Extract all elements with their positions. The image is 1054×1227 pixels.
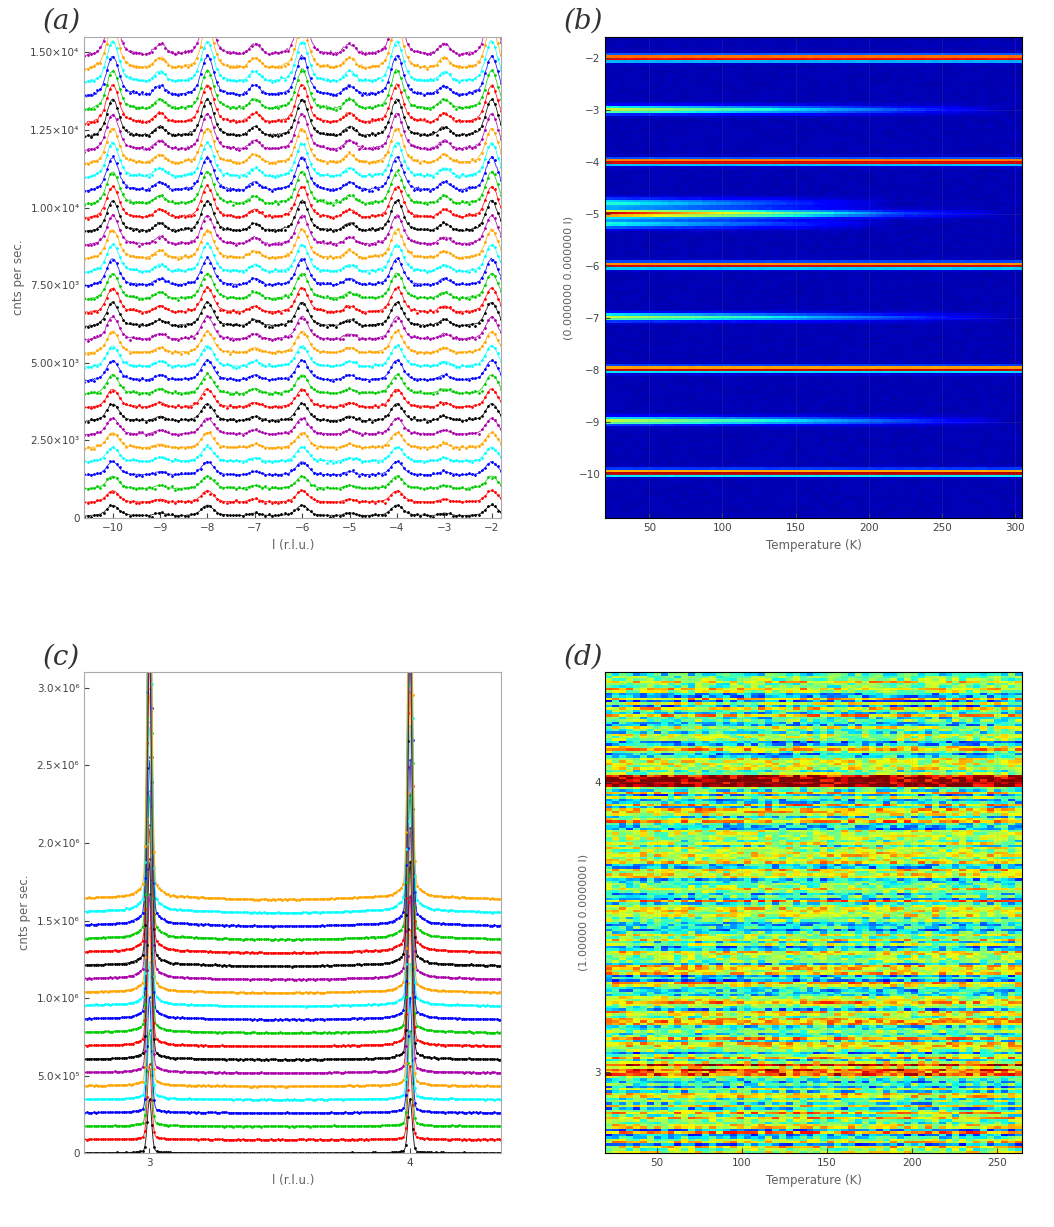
X-axis label: Temperature (K): Temperature (K): [766, 1174, 862, 1187]
Y-axis label: (0.000000 0.000000 l): (0.000000 0.000000 l): [563, 216, 573, 340]
Text: (a): (a): [42, 7, 81, 34]
Y-axis label: cnts per sec.: cnts per sec.: [18, 875, 32, 951]
Text: (b): (b): [564, 7, 603, 34]
X-axis label: l (r.l.u.): l (r.l.u.): [272, 1174, 314, 1187]
Text: (d): (d): [564, 643, 603, 670]
Y-axis label: (1.00000 0.000000 l): (1.00000 0.000000 l): [579, 854, 588, 972]
X-axis label: l (r.l.u.): l (r.l.u.): [272, 539, 314, 551]
Y-axis label: cnts per sec.: cnts per sec.: [12, 239, 24, 315]
Text: (c): (c): [42, 643, 80, 670]
X-axis label: Temperature (K): Temperature (K): [766, 539, 862, 551]
